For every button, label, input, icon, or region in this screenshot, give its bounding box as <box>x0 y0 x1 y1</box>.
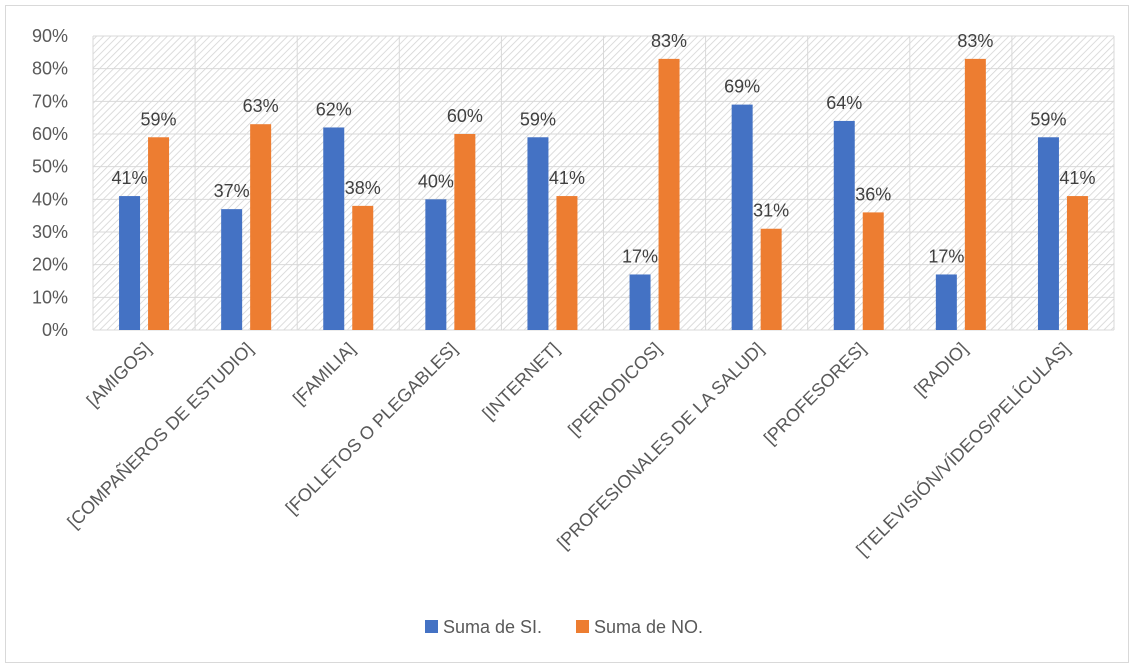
bar-si <box>323 127 345 330</box>
chart-area: 0% 10% 20% 30% 40% 50% 60% 70% 80% 90% 41% 59% [AMI… <box>5 5 1129 663</box>
data-label: 63% <box>243 96 279 116</box>
data-label: 41% <box>1059 168 1095 188</box>
legend-label: Suma de NO. <box>594 617 703 637</box>
data-label: 36% <box>855 184 891 204</box>
legend-swatch-no <box>576 620 589 633</box>
y-tick-label: 60% <box>32 124 68 144</box>
y-tick-label: 90% <box>32 26 68 46</box>
x-category-label: [RADIO] <box>910 339 972 401</box>
data-label: 37% <box>214 181 250 201</box>
x-category-label: [PROFESORES] <box>760 339 870 449</box>
x-category-label: [PERIODICOS] <box>564 339 665 440</box>
bar-si <box>425 199 447 330</box>
data-label: 83% <box>957 31 993 51</box>
bar-no <box>352 205 374 330</box>
bar-no <box>862 212 884 330</box>
x-category-label: [FAMILIA] <box>289 339 359 409</box>
y-tick-label: 20% <box>32 255 68 275</box>
bar-chart: 0% 10% 20% 30% 40% 50% 60% 70% 80% 90% 41% 59% [AMI… <box>32 26 1115 637</box>
data-label: 69% <box>724 77 760 97</box>
x-category-label: [TELEVISIÓN/VÍDEOS/PELÍCULAS] <box>852 338 1074 560</box>
x-category-label: [COMPAÑEROS DE ESTUDIO] <box>63 338 257 532</box>
x-category-label: [FOLLETOS O PLEGABLES] <box>282 339 461 518</box>
bar-no <box>1066 196 1088 330</box>
y-tick-label: 50% <box>32 157 68 177</box>
bar-si <box>833 120 855 330</box>
data-label: 41% <box>549 168 585 188</box>
data-label: 40% <box>418 171 454 191</box>
data-label: 17% <box>928 246 964 266</box>
bar-si <box>527 137 549 330</box>
data-label: 38% <box>345 178 381 198</box>
y-tick-label: 80% <box>32 59 68 79</box>
bar-si <box>935 274 957 330</box>
y-tick-label: 10% <box>32 287 68 307</box>
data-label: 62% <box>316 99 352 119</box>
data-label: 59% <box>141 109 177 129</box>
bar-si <box>119 196 141 330</box>
bar-no <box>148 137 170 330</box>
bar-si <box>221 209 243 330</box>
y-tick-label: 70% <box>32 91 68 111</box>
bar-no <box>250 124 272 330</box>
x-category-label: [AMIGOS] <box>83 339 155 411</box>
bar-no <box>556 196 578 330</box>
data-label: 59% <box>1030 109 1066 129</box>
legend-label: Suma de SI. <box>443 617 542 637</box>
bar-no <box>760 228 782 330</box>
y-tick-label: 30% <box>32 222 68 242</box>
data-label: 83% <box>651 31 687 51</box>
bar-si <box>731 104 753 330</box>
bar-no <box>658 58 680 330</box>
x-category-label: [INTERNET] <box>478 339 563 424</box>
legend-swatch-si <box>425 620 438 633</box>
bar-no <box>454 134 476 330</box>
data-label: 31% <box>753 201 789 221</box>
data-label: 59% <box>520 109 556 129</box>
data-label: 17% <box>622 246 658 266</box>
x-category-label: [PROFESIONALES DE LA SALUD] <box>553 339 767 553</box>
data-label: 60% <box>447 106 483 126</box>
bar-si <box>1037 137 1059 330</box>
y-tick-label: 0% <box>42 320 68 340</box>
data-label: 64% <box>826 93 862 113</box>
data-label: 41% <box>112 168 148 188</box>
bar-si <box>629 274 651 330</box>
bar-no <box>964 58 986 330</box>
y-tick-label: 40% <box>32 189 68 209</box>
